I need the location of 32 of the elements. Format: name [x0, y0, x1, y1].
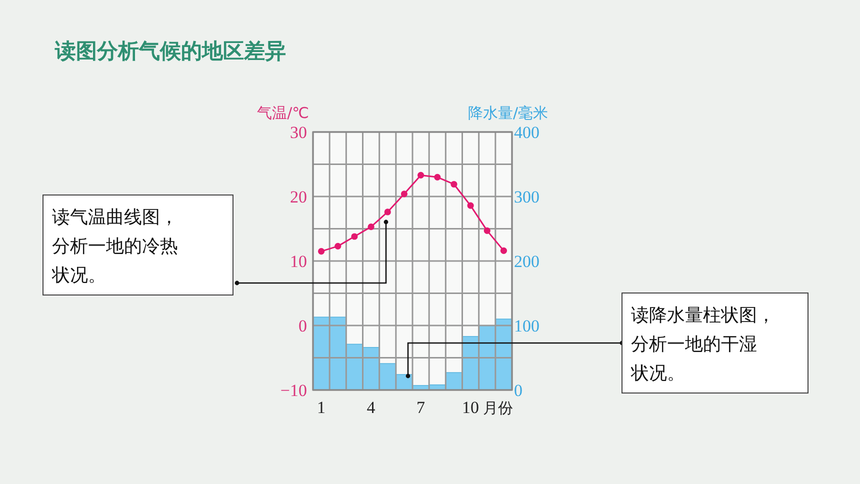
point: [484, 227, 490, 234]
point: [467, 202, 474, 209]
text: 读气温曲线图，分析一地的冷热状况。: [51, 207, 178, 286]
point: [384, 208, 391, 216]
y-tick-label: −10: [280, 381, 307, 400]
x-tick-label: 4: [366, 398, 376, 417]
x-tick-label: 10: [462, 398, 480, 417]
point: [368, 224, 374, 230]
y-tick-label: 30: [290, 123, 307, 142]
y2-tick-label: 100: [514, 316, 540, 336]
x-tick-label: 1: [317, 398, 326, 417]
point: [450, 180, 458, 188]
chart-title: 读图分析气候的地区差异: [54, 39, 286, 63]
x-axis-title: 月份: [483, 399, 513, 417]
y2-tick-label: 200: [514, 252, 540, 271]
point: [417, 172, 424, 179]
text: 读降水量柱状图，分析一地的干湿状况。: [630, 305, 775, 384]
point: [334, 242, 342, 250]
point: [318, 248, 325, 255]
y2-tick-label: 400: [514, 123, 540, 142]
point: [400, 190, 408, 198]
y-tick-label: 20: [290, 188, 307, 206]
x-tick-label: 7: [416, 398, 426, 417]
point: [500, 247, 508, 254]
y-axis-title: 气温/℃: [257, 104, 309, 122]
point: [434, 174, 441, 180]
y-tick-label: 0: [298, 316, 307, 336]
point: [351, 233, 358, 240]
y2-axis-title: 降水量/毫米: [468, 104, 548, 122]
y-tick-label: 10: [290, 252, 307, 271]
y2-tick-label: 0: [514, 381, 522, 400]
y2-tick-label: 300: [514, 188, 540, 206]
